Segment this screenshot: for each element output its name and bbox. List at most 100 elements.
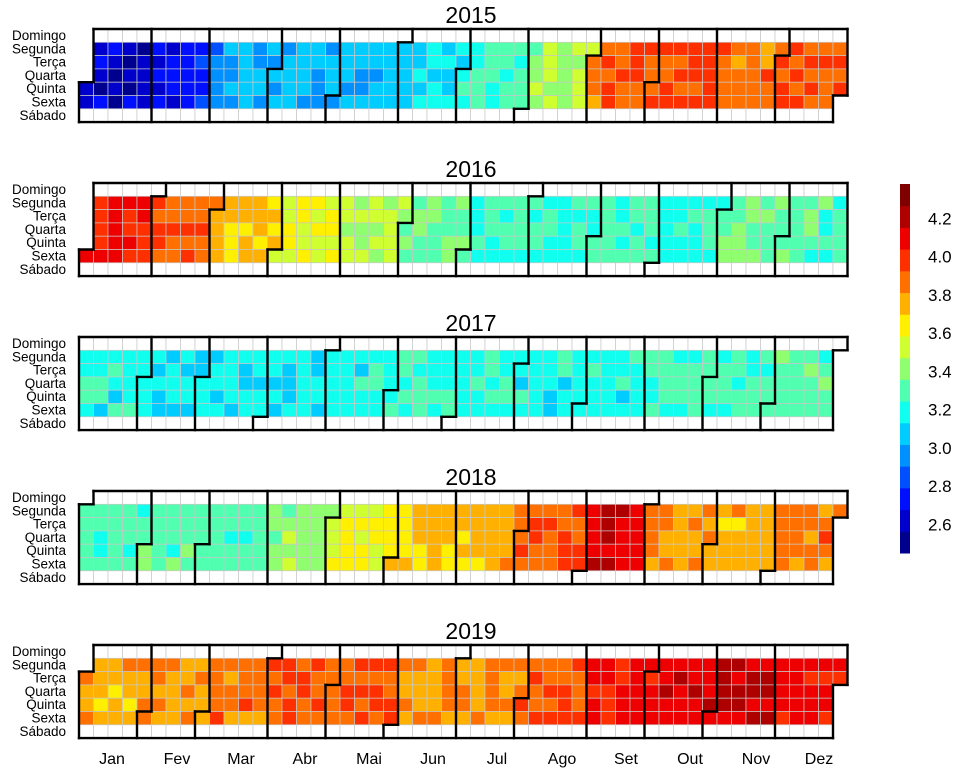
day-cell xyxy=(194,28,210,43)
day-cell xyxy=(383,195,399,210)
day-cell xyxy=(383,697,399,712)
day-cell xyxy=(412,724,428,739)
colorbar-swatch xyxy=(900,249,910,272)
day-cell xyxy=(557,530,573,545)
day-cell xyxy=(600,724,616,739)
day-cell xyxy=(368,108,384,123)
day-cell xyxy=(383,403,399,418)
day-cell xyxy=(310,55,326,70)
day-cell xyxy=(78,108,94,123)
day-cell xyxy=(209,363,225,378)
day-cell xyxy=(731,209,747,224)
day-cell xyxy=(818,68,834,83)
day-cell xyxy=(354,517,370,532)
day-cell xyxy=(426,81,442,96)
day-cell xyxy=(165,182,181,197)
day-cell xyxy=(368,262,384,277)
day-cell xyxy=(165,644,181,659)
day-cell xyxy=(687,222,703,237)
day-cell xyxy=(78,543,94,558)
day-cell xyxy=(122,222,138,237)
day-cell xyxy=(238,68,254,83)
day-cell xyxy=(774,517,790,532)
day-cell xyxy=(354,349,370,364)
day-cell xyxy=(484,81,500,96)
day-cell xyxy=(107,195,123,210)
day-cell xyxy=(267,336,283,351)
day-cell xyxy=(397,81,413,96)
day-cell xyxy=(412,95,428,110)
day-cell xyxy=(832,68,848,83)
day-cell xyxy=(499,557,515,572)
day-cell xyxy=(484,403,500,418)
day-cell xyxy=(615,403,631,418)
day-cell xyxy=(136,403,152,418)
day-cell xyxy=(557,249,573,264)
day-cell xyxy=(426,108,442,123)
day-cell xyxy=(760,235,776,250)
day-cell xyxy=(151,517,167,532)
day-cell xyxy=(325,249,341,264)
day-cell xyxy=(513,55,529,70)
day-cell xyxy=(716,724,732,739)
day-cell xyxy=(745,28,761,43)
day-cell xyxy=(223,490,239,505)
day-cell xyxy=(673,262,689,277)
day-cell xyxy=(368,557,384,572)
day-cell xyxy=(267,517,283,532)
day-cell xyxy=(122,108,138,123)
day-cell xyxy=(528,503,544,518)
day-cell xyxy=(803,41,819,56)
day-cell xyxy=(644,684,660,699)
day-cell xyxy=(107,684,123,699)
day-cell xyxy=(426,68,442,83)
day-cell xyxy=(528,416,544,431)
day-cell xyxy=(122,376,138,391)
day-cell xyxy=(209,570,225,585)
day-cell xyxy=(267,262,283,277)
day-cell xyxy=(93,41,109,56)
day-cell xyxy=(209,517,225,532)
day-cell xyxy=(354,711,370,726)
day-cell xyxy=(499,711,515,726)
day-cell xyxy=(310,490,326,505)
day-cell xyxy=(818,235,834,250)
day-cell xyxy=(731,711,747,726)
day-cell xyxy=(455,41,471,56)
month-label: Jun xyxy=(420,751,446,768)
day-cell xyxy=(716,403,732,418)
day-cell xyxy=(789,490,805,505)
day-cell xyxy=(78,517,94,532)
day-cell xyxy=(310,68,326,83)
day-cell xyxy=(383,543,399,558)
day-cell xyxy=(586,570,602,585)
day-cell xyxy=(470,209,486,224)
day-cell xyxy=(615,209,631,224)
day-cell xyxy=(455,543,471,558)
day-cell xyxy=(165,671,181,686)
day-cell xyxy=(513,376,529,391)
day-cell xyxy=(528,711,544,726)
day-cell xyxy=(803,711,819,726)
day-cell xyxy=(571,530,587,545)
day-cell xyxy=(571,55,587,70)
day-cell xyxy=(107,235,123,250)
day-cell xyxy=(107,657,123,672)
day-cell xyxy=(499,684,515,699)
day-cell xyxy=(397,68,413,83)
day-cell xyxy=(252,262,268,277)
day-cell xyxy=(122,671,138,686)
day-cell xyxy=(818,195,834,210)
day-cell xyxy=(368,95,384,110)
day-cell xyxy=(528,697,544,712)
day-cell xyxy=(107,416,123,431)
day-cell xyxy=(93,543,109,558)
day-cell xyxy=(716,41,732,56)
day-cell xyxy=(296,543,312,558)
day-cell xyxy=(760,684,776,699)
day-cell xyxy=(397,671,413,686)
day-cell xyxy=(615,55,631,70)
day-cell xyxy=(93,262,109,277)
day-cell xyxy=(325,503,341,518)
day-cell xyxy=(165,389,181,404)
